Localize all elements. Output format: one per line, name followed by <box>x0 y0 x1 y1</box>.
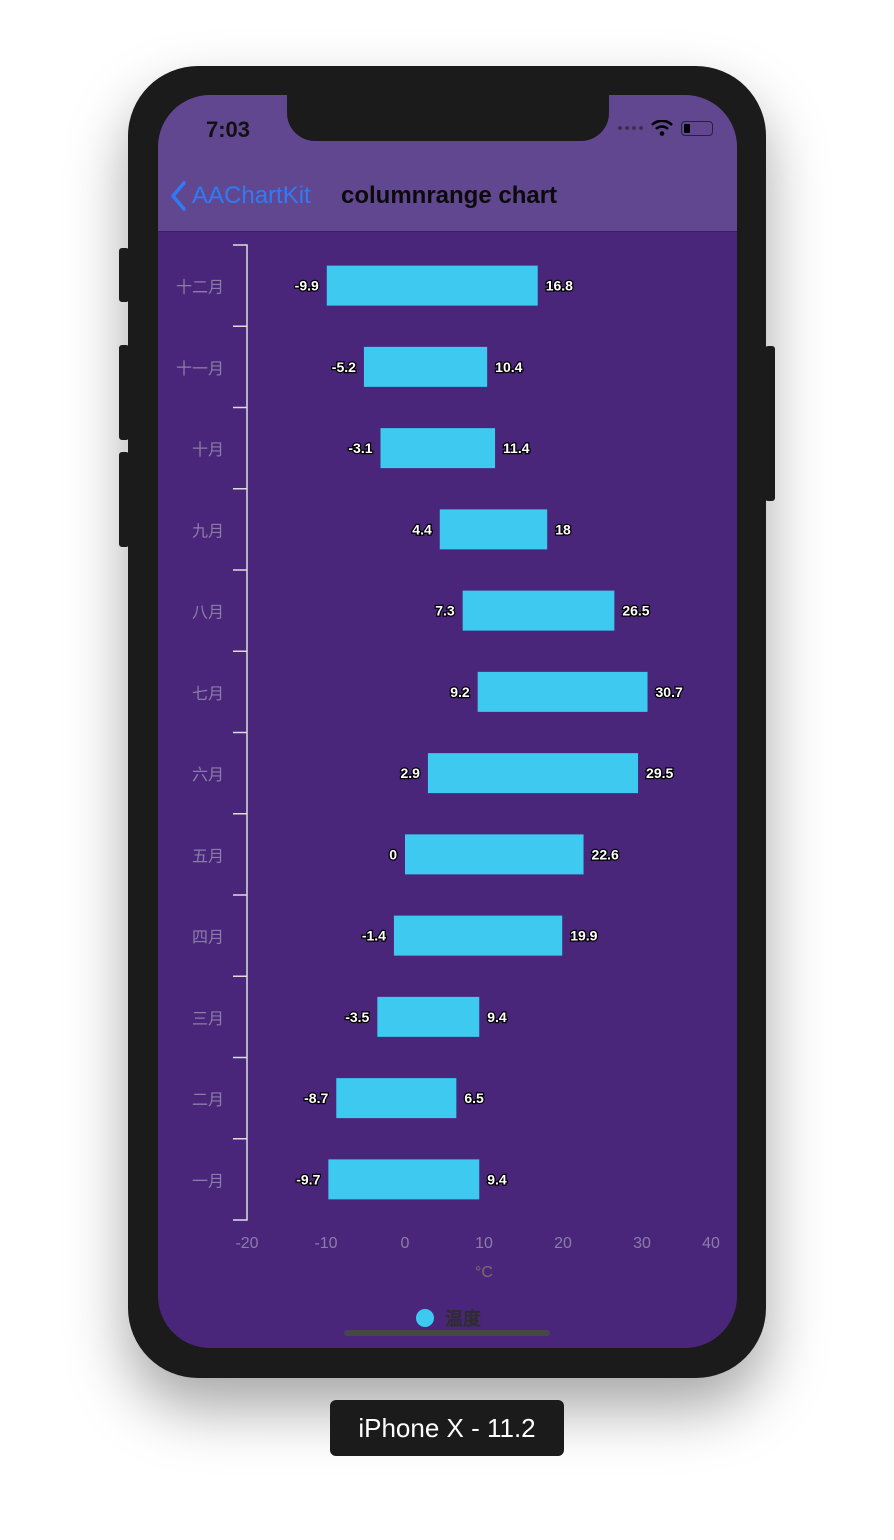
data-label-low: -9.7 <box>296 1171 320 1187</box>
screen: 7:03 AAChartKit columnrange chart 十二月 -9.… <box>158 95 737 1348</box>
value-tick-label: 40 <box>702 1235 720 1252</box>
data-label-low: -5.2 <box>332 359 356 375</box>
data-label-high: 6.5 <box>464 1090 484 1106</box>
value-tick-label: 0 <box>401 1235 410 1252</box>
data-label-low: -9.9 <box>295 278 319 294</box>
value-tick-label: -10 <box>314 1235 337 1252</box>
data-label-high: 16.8 <box>546 278 573 294</box>
data-label-high: 22.6 <box>592 846 619 862</box>
data-label-high: 9.4 <box>487 1171 507 1187</box>
back-button[interactable]: AAChartKit <box>170 181 311 211</box>
legend-marker <box>416 1309 434 1327</box>
value-tick-label: 20 <box>554 1235 572 1252</box>
data-label-low: 2.9 <box>400 765 420 781</box>
bar <box>477 671 648 712</box>
category-label: 十二月 <box>176 278 224 297</box>
data-label-high: 18 <box>555 521 571 537</box>
data-label-low: -1.4 <box>362 928 386 944</box>
data-label-high: 30.7 <box>656 684 683 700</box>
category-label: 七月 <box>192 684 224 703</box>
value-tick-label: 30 <box>633 1235 651 1252</box>
data-label-low: 7.3 <box>435 603 455 619</box>
bar <box>363 346 488 387</box>
category-label: 八月 <box>192 603 224 622</box>
battery-icon <box>681 120 713 136</box>
data-label-low: 9.2 <box>450 684 470 700</box>
wifi-icon <box>651 120 673 136</box>
data-label-high: 26.5 <box>622 603 649 619</box>
category-label: 十一月 <box>176 359 224 378</box>
data-label-high: 11.4 <box>503 440 530 456</box>
status-time: 7:03 <box>206 117 251 142</box>
bar <box>328 1159 480 1200</box>
data-label-high: 19.9 <box>570 928 597 944</box>
bar <box>380 428 496 469</box>
bar <box>427 753 639 794</box>
data-label-low: 0 <box>389 846 397 862</box>
category-label: 三月 <box>192 1009 224 1028</box>
bar <box>336 1078 457 1119</box>
notch <box>287 95 609 141</box>
status-icons <box>618 120 713 136</box>
data-label-low: -3.5 <box>345 1009 369 1025</box>
bar <box>405 834 584 875</box>
device-label: iPhone X - 11.2 <box>330 1400 564 1456</box>
mute-switch <box>119 248 129 302</box>
bar <box>462 590 615 631</box>
bar <box>393 915 563 956</box>
category-label: 五月 <box>192 846 224 865</box>
back-label: AAChartKit <box>192 182 311 209</box>
legend-item: 温度 <box>445 1308 482 1330</box>
data-label-high: 10.4 <box>495 359 522 375</box>
volume-down-button <box>119 452 129 547</box>
volume-up-button <box>119 345 129 440</box>
signal-icon <box>618 126 643 130</box>
data-label-high: 29.5 <box>646 765 673 781</box>
bar <box>439 509 548 550</box>
bar <box>377 996 480 1037</box>
home-indicator[interactable] <box>344 1330 550 1336</box>
category-label: 二月 <box>192 1090 224 1109</box>
category-label: 九月 <box>192 521 224 540</box>
value-axis-title: °C <box>475 1264 493 1281</box>
data-label-high: 9.4 <box>487 1009 507 1025</box>
category-label: 十月 <box>192 440 224 459</box>
data-label-low: 4.4 <box>412 521 432 537</box>
power-button <box>765 346 775 501</box>
category-label: 四月 <box>192 928 224 947</box>
columnrange-chart: 十二月 -9.9 16.8 十一月 -5.2 10.4 十月 -3.1 11.4 九月 4.4 18 八… <box>176 244 720 1330</box>
page-title: columnrange chart <box>341 182 558 209</box>
chevron-left-icon <box>171 181 186 211</box>
category-label: 六月 <box>192 765 224 784</box>
bar <box>326 265 538 306</box>
value-tick-label: -20 <box>235 1235 258 1252</box>
category-label: 一月 <box>192 1171 224 1190</box>
data-label-low: -3.1 <box>348 440 372 456</box>
value-tick-label: 10 <box>475 1235 493 1252</box>
data-label-low: -8.7 <box>304 1090 328 1106</box>
